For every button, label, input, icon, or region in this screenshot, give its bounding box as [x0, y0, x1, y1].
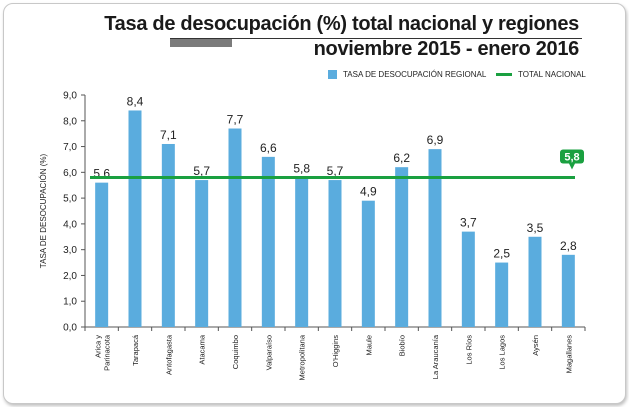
bar	[228, 128, 242, 327]
legend-item-total: TOTAL NACIONAL	[496, 70, 586, 79]
legend-label-total: TOTAL NACIONAL	[518, 70, 586, 79]
bar	[495, 262, 509, 327]
y-axis-label: TASA DE DESOCUPACIÓN (%)	[39, 153, 48, 268]
bar	[461, 231, 475, 327]
chart-title: Tasa de desocupación (%) total nacional …	[104, 13, 579, 35]
bar-value-label: 6,6	[260, 141, 277, 155]
bar	[395, 167, 409, 327]
legend-label-regional: TASA DE DESOCUPACIÓN REGIONAL	[343, 70, 487, 79]
x-category-label: Atacama	[198, 334, 207, 364]
bar-value-label: 2,8	[560, 239, 577, 253]
legend-item-regional: TASA DE DESOCUPACIÓN REGIONAL	[328, 70, 486, 79]
x-category-label: Aysén	[531, 335, 540, 356]
bar-value-label: 3,7	[460, 216, 477, 230]
bar-value-label: 2,5	[493, 247, 510, 261]
x-category-label: Los Ríos	[464, 335, 473, 365]
bar-value-label: 5,7	[193, 164, 210, 178]
y-tick-label: 7,0	[63, 142, 77, 153]
x-category-label: Tarapacá	[131, 334, 140, 366]
bar	[95, 182, 109, 327]
x-category-label: Coquimbo	[231, 335, 240, 369]
title-underline	[170, 38, 582, 39]
x-category-label: Biobío	[398, 335, 407, 356]
x-category-label: Maule	[364, 335, 373, 355]
y-tick-label: 6,0	[63, 168, 77, 179]
national-badge-label: 5,8	[564, 151, 579, 163]
bar	[195, 180, 209, 327]
y-tick-label: 1,0	[63, 297, 77, 308]
title-accent-bar	[170, 39, 232, 47]
bar-value-label: 7,7	[227, 113, 244, 127]
legend-swatch-regional	[328, 70, 337, 79]
bar-value-label: 3,5	[527, 221, 544, 235]
x-category-label: La Araucanía	[431, 334, 440, 379]
bar-value-label: 5,7	[327, 164, 344, 178]
bar	[428, 149, 442, 327]
x-category-label: Antofagasta	[164, 334, 173, 375]
bar-value-label: 7,1	[160, 128, 177, 142]
chart-subtitle: noviembre 2015 - enero 2016	[313, 38, 580, 60]
x-category-label: Magallanes	[564, 335, 573, 374]
bar	[361, 200, 375, 327]
bar	[528, 236, 542, 327]
national-badge-pointer	[569, 163, 575, 170]
bar	[328, 180, 342, 327]
y-tick-label: 4,0	[63, 219, 77, 230]
bar	[261, 156, 275, 327]
x-category-label: Los Lagos	[498, 335, 507, 370]
bar	[128, 110, 142, 327]
y-tick-label: 3,0	[63, 245, 77, 256]
bar	[561, 254, 575, 327]
x-category-label: Metropolitana	[298, 334, 307, 380]
bar-value-label: 5,8	[293, 161, 310, 175]
y-tick-label: 2,0	[63, 271, 77, 282]
national-badge	[560, 149, 584, 164]
bar-value-label: 6,2	[393, 151, 410, 165]
bar	[295, 177, 309, 327]
x-category-label: Arica yParinacota	[94, 334, 112, 371]
y-tick-label: 0,0	[63, 323, 77, 334]
bar-value-label: 8,4	[127, 94, 144, 108]
bar-value-label: 6,9	[427, 133, 444, 147]
x-category-label: O'Higgins	[331, 335, 340, 368]
y-tick-label: 9,0	[63, 91, 77, 102]
x-category-label: Valparaíso	[264, 335, 273, 370]
bar	[161, 143, 175, 327]
y-tick-label: 8,0	[63, 116, 77, 127]
bar-value-label: 4,9	[360, 185, 377, 199]
y-tick-label: 5,0	[63, 194, 77, 205]
legend-swatch-total	[496, 73, 512, 76]
